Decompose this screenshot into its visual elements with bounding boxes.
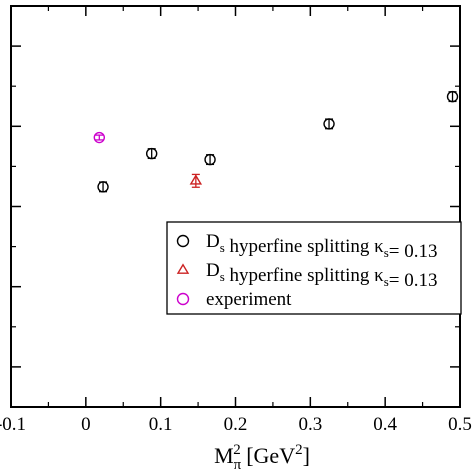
x-tick-label: 0.1 <box>149 414 173 435</box>
legend-text-part: experiment <box>206 289 292 310</box>
legend-subscript: s <box>220 269 225 284</box>
data-point-circle <box>97 181 109 193</box>
legend-text-part: hyperfine splitting κ <box>225 265 384 286</box>
legend-subscript: s <box>220 240 225 255</box>
data-point-circle <box>204 153 216 166</box>
legend-text-part: = 0.13 <box>389 270 438 291</box>
legend-marker <box>176 234 190 248</box>
x-axis-title-part: ] <box>303 443 310 468</box>
x-tick-label: 0 <box>81 414 91 435</box>
x-tick-label: 0.3 <box>298 414 322 435</box>
x-tick-label: 0.4 <box>373 414 397 435</box>
x-axis-title-part: 2 <box>295 442 303 458</box>
axes: -0.1 0 0.1 0.2 0.3 0.4 0.5 <box>0 5 472 435</box>
data-point-circle <box>145 147 158 160</box>
data-marks <box>93 90 459 193</box>
legend-entry-label: Ds hyperfine splitting κs= 0.13 <box>206 260 438 291</box>
legend-subscript: s <box>384 274 389 289</box>
data-point-triangle <box>189 174 203 185</box>
x-axis-title-part: 2 <box>233 442 241 458</box>
legend-entry-label: experiment <box>206 289 292 310</box>
data-point-circle <box>446 90 459 103</box>
legend-text-part: D <box>206 231 220 252</box>
x-axis-title-part: π <box>234 457 242 473</box>
data-point-circle <box>93 131 106 144</box>
data-point-circle <box>323 118 335 130</box>
legend-marker <box>176 263 190 274</box>
legend-text-part: D <box>206 260 220 281</box>
legend-entry-label: Ds hyperfine splitting κs= 0.13 <box>206 231 438 262</box>
x-axis-title-part: [GeV <box>241 443 295 468</box>
legend-text-part: hyperfine splitting κ <box>225 236 384 257</box>
legend-subscript: s <box>384 245 389 260</box>
x-tick-label: 0.2 <box>224 414 248 435</box>
legend-box <box>166 221 462 315</box>
legend-marker <box>176 292 190 306</box>
x-tick-label: 0.5 <box>448 414 472 435</box>
legend-text-part: = 0.13 <box>389 241 438 262</box>
x-axis-title: Mπ2 [GeV2] <box>214 442 310 473</box>
x-tick-label: -0.1 <box>0 414 26 435</box>
x-axis-title-part: M <box>214 443 234 468</box>
